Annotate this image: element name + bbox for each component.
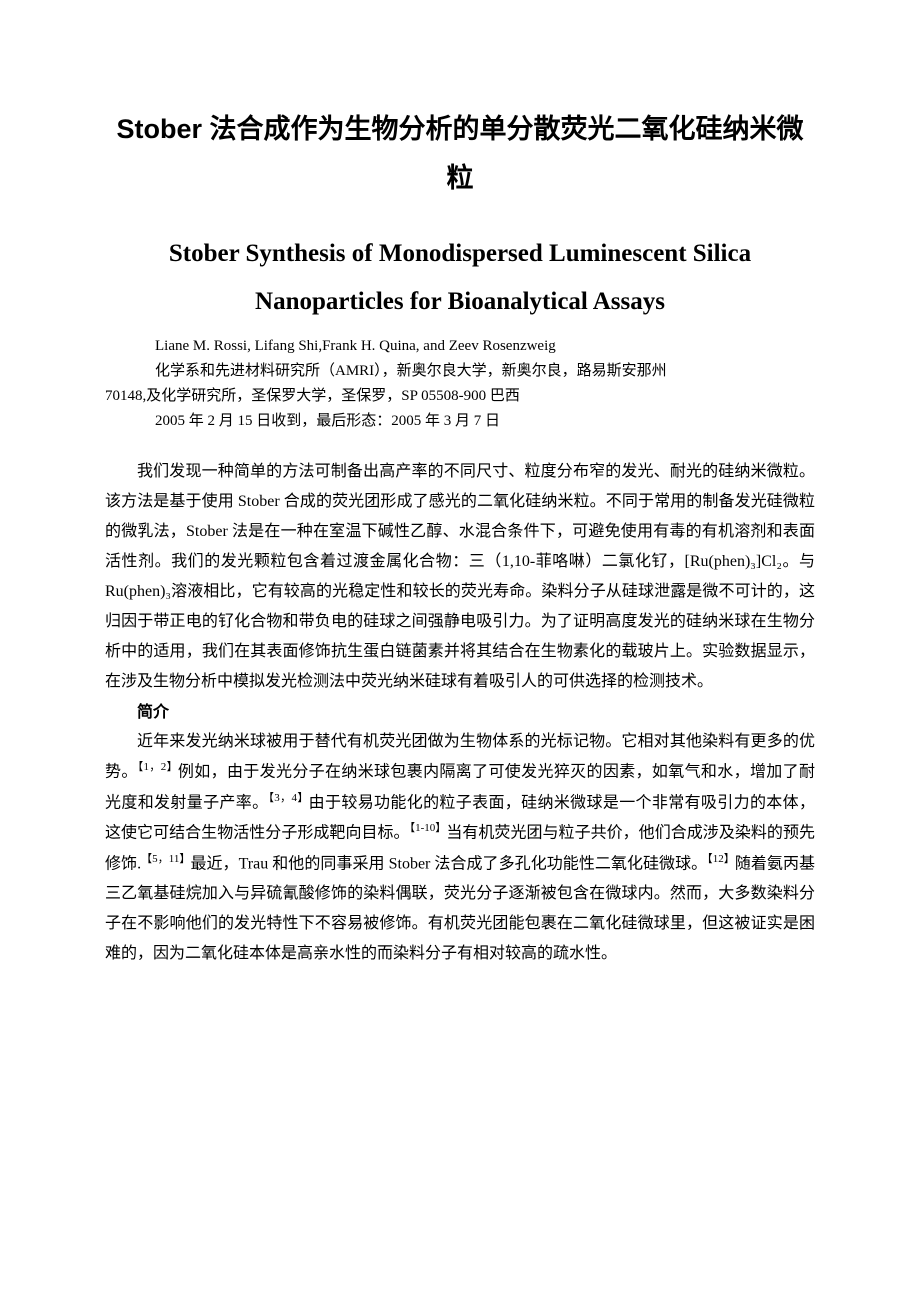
section-heading-intro: 简介: [105, 701, 815, 725]
authors-line: Liane M. Rossi, Lifang Shi,Frank H. Quin…: [155, 335, 815, 358]
citation-ref-5: 【12】: [707, 853, 735, 865]
title-english: Stober Synthesis of Monodispersed Lumine…: [105, 230, 815, 325]
citation-ref-4: 【5，11】: [141, 853, 190, 865]
intro-text-5: 最近，Trau 和他的同事采用 Stober 法合成了多孔化功能性二氧化硅微球。: [190, 855, 707, 872]
citation-ref-1: 【1，2】: [138, 761, 178, 773]
citation-ref-3: 【1-10】: [410, 822, 447, 834]
affiliation-line-1: 化学系和先进材料研究所（AMRI），新奥尔良大学，新奥尔良，路易斯安那州: [105, 360, 815, 383]
affiliation-line-2: 70148,及化学研究所，圣保罗大学，圣保罗，SP 05508-900 巴西: [105, 385, 815, 408]
intro-paragraph: 近年来发光纳米球被用于替代有机荧光团做为生物体系的光标记物。它相对其他染料有更多…: [105, 727, 815, 969]
citation-ref-2: 【3，4】: [268, 792, 308, 804]
received-date: 2005 年 2 月 15 日收到，最后形态：2005 年 3 月 7 日: [155, 410, 815, 433]
abstract-paragraph: 我们发现一种简单的方法可制备出高产率的不同尺寸、粒度分布窄的发光、耐光的硅纳米微…: [105, 457, 815, 698]
page-container: Stober 法合成作为生物分析的单分散荧光二氧化硅纳米微粒 Stober Sy…: [0, 0, 920, 1049]
title-chinese: Stober 法合成作为生物分析的单分散荧光二氧化硅纳米微粒: [105, 105, 815, 202]
